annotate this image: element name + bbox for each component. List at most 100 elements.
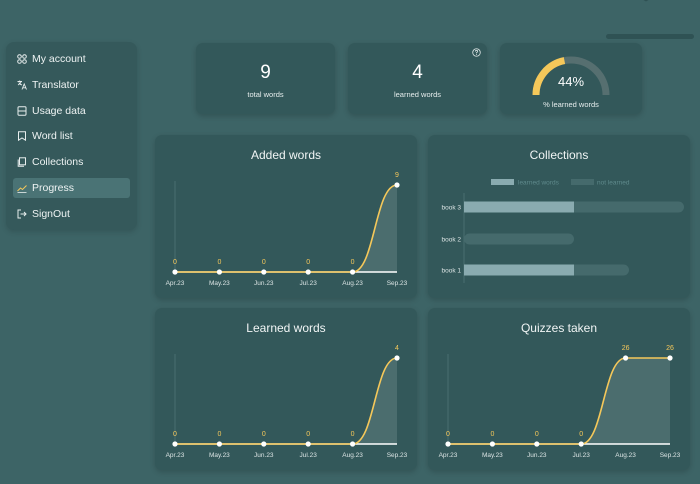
data-label: 0 <box>262 259 266 266</box>
x-tick-label: Sep.23 <box>387 452 408 459</box>
sidebar-item-word-list[interactable]: Word list <box>13 126 130 146</box>
bar-learned <box>464 264 574 276</box>
data-point <box>172 441 178 447</box>
collections-title: Collections <box>529 148 589 162</box>
x-tick-label: Apr.23 <box>166 452 185 459</box>
legend-label-learned: learned words <box>518 180 560 187</box>
bookmark-icon <box>17 131 27 142</box>
data-label: 0 <box>306 259 310 266</box>
sidebar-item-usage-data[interactable]: Usage data <box>13 101 130 121</box>
sidebar-item-label: Translator <box>32 78 79 91</box>
series-line <box>174 184 398 273</box>
decorative-bar <box>606 34 694 39</box>
bar-not-learned <box>464 233 574 245</box>
database-icon <box>17 105 27 116</box>
data-label: 0 <box>262 431 266 438</box>
x-tick-label: May.23 <box>209 452 230 459</box>
x-tick-label: Sep.23 <box>660 452 681 459</box>
percent-learned-value: 44% <box>557 74 585 89</box>
data-point <box>350 269 356 275</box>
data-label: 0 <box>173 431 177 438</box>
sidebar-item-collections[interactable]: Collections <box>13 152 130 172</box>
x-tick-label: Jun.23 <box>527 452 547 459</box>
signout-icon <box>17 209 27 219</box>
total-words-label: total words <box>247 90 284 99</box>
total-words-value: 9 <box>260 62 271 83</box>
x-tick-label: Aug.23 <box>342 452 363 459</box>
percent-learned-gauge <box>532 56 610 96</box>
x-tick-label: Jun.23 <box>254 452 274 459</box>
area-fill <box>175 185 397 272</box>
added-words-title: Added words <box>250 148 322 162</box>
gauge-fill <box>532 57 566 96</box>
grid-icon <box>17 54 27 64</box>
data-point <box>534 441 540 447</box>
data-label: 0 <box>446 431 450 438</box>
data-label: 0 <box>173 259 177 266</box>
data-label: 26 <box>666 345 674 352</box>
data-point <box>578 441 584 447</box>
sidebar-item-my-account[interactable]: My account <box>13 49 130 69</box>
percent-learned-card: 44% % learned words <box>500 43 642 114</box>
area-fill <box>175 358 397 444</box>
x-tick-label: Sep.23 <box>387 280 408 287</box>
learned-words-panel: Learned words 0 Apr.23 0 May.23 0 Jun.23 0 Jul.… <box>155 308 417 470</box>
data-label: 0 <box>579 431 583 438</box>
data-point <box>261 441 267 447</box>
x-tick-label: Jul.23 <box>300 280 318 287</box>
legend-swatch-not-learned <box>571 179 594 185</box>
x-tick-label: Aug.23 <box>342 280 363 287</box>
sidebar-item-translator[interactable]: Translator <box>13 75 130 95</box>
area-fill <box>448 358 670 444</box>
data-point <box>305 269 311 275</box>
sidebar-item-progress[interactable]: Progress <box>13 177 130 198</box>
data-label: 4 <box>395 345 399 352</box>
y-tick-label: book 2 <box>441 237 461 244</box>
learned-words-card: 4 learned words <box>348 43 487 114</box>
data-point <box>216 441 222 447</box>
sidebar-item-label: Collections <box>32 156 84 169</box>
total-words-card: 9 total words <box>196 43 335 114</box>
help-icon[interactable] <box>472 48 481 57</box>
sidebar-item-label: My account <box>32 53 86 65</box>
sidebar: My account Translator Usage data Word li… <box>6 42 137 230</box>
data-point <box>489 441 495 447</box>
series-line <box>175 357 398 445</box>
learned-words-value: 4 <box>412 62 423 83</box>
x-tick-label: May.23 <box>209 280 230 287</box>
legend-label-not-learned: not learned <box>597 180 630 187</box>
data-point <box>261 269 267 275</box>
data-point <box>350 441 356 447</box>
data-point <box>667 355 673 361</box>
sidebar-item-signout[interactable]: SignOut <box>13 204 130 224</box>
x-tick-label: May.23 <box>482 452 503 459</box>
data-point <box>216 269 222 275</box>
learned-words-chart: 0 Apr.23 0 May.23 0 Jun.23 0 Jul.23 0 Aug.23 4 Sep.… <box>166 345 408 459</box>
data-label: 0 <box>217 259 221 266</box>
collection-icon <box>17 157 27 167</box>
bar-learned <box>464 201 574 213</box>
data-point <box>394 182 400 188</box>
data-point <box>305 441 311 447</box>
sidebar-item-label: Progress <box>32 181 75 194</box>
data-point <box>623 355 629 361</box>
x-tick-label: Jul.23 <box>573 452 591 459</box>
data-label: 0 <box>535 431 539 438</box>
data-label: 0 <box>351 431 355 438</box>
decorative-chevron <box>643 0 649 2</box>
data-label: 0 <box>490 431 494 438</box>
quizzes-taken-panel: Quizzes taken 0 Apr.23 0 May.23 0 Jun.23 0 Jul.… <box>428 308 690 470</box>
translate-icon <box>17 80 27 90</box>
learned-words-chart-title: Learned words <box>246 321 326 335</box>
sidebar-item-label: Word list <box>32 130 73 143</box>
data-point <box>394 355 400 361</box>
data-point <box>445 441 451 447</box>
percent-learned-label: % learned words <box>543 100 599 109</box>
added-words-chart: 0 Apr.23 0 May.23 0 Jun.23 0 Jul.23 0 Aug.23 9 Sep.… <box>166 172 408 287</box>
x-tick-label: Apr.23 <box>439 452 458 459</box>
data-label: 9 <box>395 172 399 179</box>
x-tick-label: Jun.23 <box>254 280 274 287</box>
data-label: 26 <box>622 345 630 352</box>
data-point <box>172 269 178 275</box>
added-words-panel: Added words 0 Apr.23 0 May.23 0 Jun.23 0 Jul.23… <box>155 135 417 298</box>
